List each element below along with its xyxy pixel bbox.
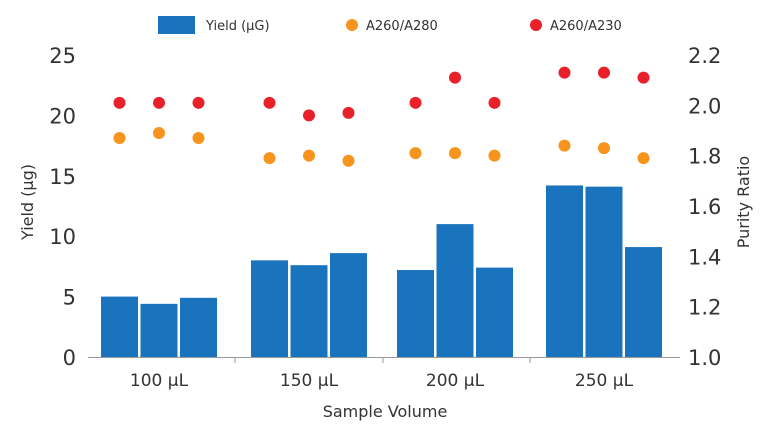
left-tick-label: 10 — [49, 225, 76, 249]
right-tick-label: 1.0 — [688, 346, 721, 370]
right-tick-label: 2.2 — [688, 44, 721, 68]
a260-a230-point — [558, 66, 571, 79]
legend: Yield (µG) A260/A280 A260/A230 — [158, 16, 622, 34]
yield-bar — [476, 267, 513, 357]
yield-bar — [180, 297, 217, 357]
legend-label: Yield (µG) — [205, 19, 270, 34]
left-tick-label: 25 — [49, 44, 76, 68]
yield-bar — [585, 186, 623, 357]
x-tick-label: 200 µL — [426, 371, 485, 391]
a260-a230-point — [598, 66, 610, 79]
points — [113, 66, 650, 167]
bars — [101, 185, 662, 357]
a260-a230-point — [409, 96, 422, 109]
x-axis-title: Sample Volume — [323, 402, 448, 421]
a260-a230-point — [637, 71, 650, 84]
left-tick-label: 20 — [49, 104, 76, 128]
legend-swatch-a260-a230 — [530, 19, 542, 31]
yield-bar — [546, 185, 583, 357]
x-tick-label: 250 µL — [575, 371, 634, 391]
a260-a280-point — [558, 139, 571, 152]
yield-bar — [290, 265, 328, 357]
legend-swatch-a260-a280 — [346, 19, 358, 31]
a260-a280-point — [192, 132, 205, 145]
a260-a280-point — [342, 154, 355, 167]
a260-a280-point — [113, 132, 126, 145]
yield-bar — [625, 247, 662, 357]
a260-a230-point — [263, 96, 276, 109]
right-tick-label: 1.4 — [688, 245, 721, 269]
a260-a280-point — [488, 149, 501, 162]
left-tick-label: 5 — [63, 286, 76, 310]
x-tick-label: 100 µL — [130, 371, 189, 391]
legend-label: A260/A230 — [550, 19, 622, 34]
yield-bar — [436, 224, 474, 357]
yield-bar — [330, 253, 367, 357]
yield-bar — [101, 296, 138, 357]
x-axis: 100 µL 150 µL 200 µL 250 µL — [88, 357, 680, 391]
a260-a280-point — [303, 149, 315, 162]
right-tick-label: 2.0 — [688, 94, 721, 118]
left-axis: 0 5 10 15 20 25 — [49, 44, 76, 370]
a260-a280-point — [449, 147, 461, 160]
right-tick-label: 1.2 — [688, 296, 721, 320]
a260-a230-point — [113, 96, 126, 109]
right-axis-title: Purity Ratio — [734, 156, 753, 248]
a260-a230-point — [192, 96, 205, 109]
left-axis-title: Yield (µg) — [18, 164, 37, 241]
yield-bar — [397, 270, 434, 357]
left-tick-label: 0 — [63, 346, 76, 370]
a260-a280-point — [153, 127, 165, 140]
x-tick-label: 150 µL — [280, 371, 339, 391]
right-tick-label: 1.6 — [688, 195, 721, 219]
yield-bar — [251, 260, 288, 357]
a260-a280-point — [409, 147, 422, 160]
a260-a230-point — [342, 106, 355, 119]
right-tick-label: 1.8 — [688, 145, 721, 169]
left-tick-label: 15 — [49, 165, 76, 189]
legend-swatch-yield — [158, 16, 195, 34]
a260-a230-point — [153, 96, 165, 109]
a260-a230-point — [449, 71, 461, 84]
a260-a280-point — [263, 152, 276, 165]
a260-a280-point — [598, 142, 610, 155]
a260-a230-point — [488, 96, 501, 109]
a260-a230-point — [303, 109, 315, 122]
legend-label: A260/A280 — [366, 19, 438, 34]
right-axis: 1.0 1.2 1.4 1.6 1.8 2.0 2.2 — [688, 44, 721, 370]
a260-a280-point — [637, 152, 650, 165]
yield-bar — [140, 303, 178, 357]
